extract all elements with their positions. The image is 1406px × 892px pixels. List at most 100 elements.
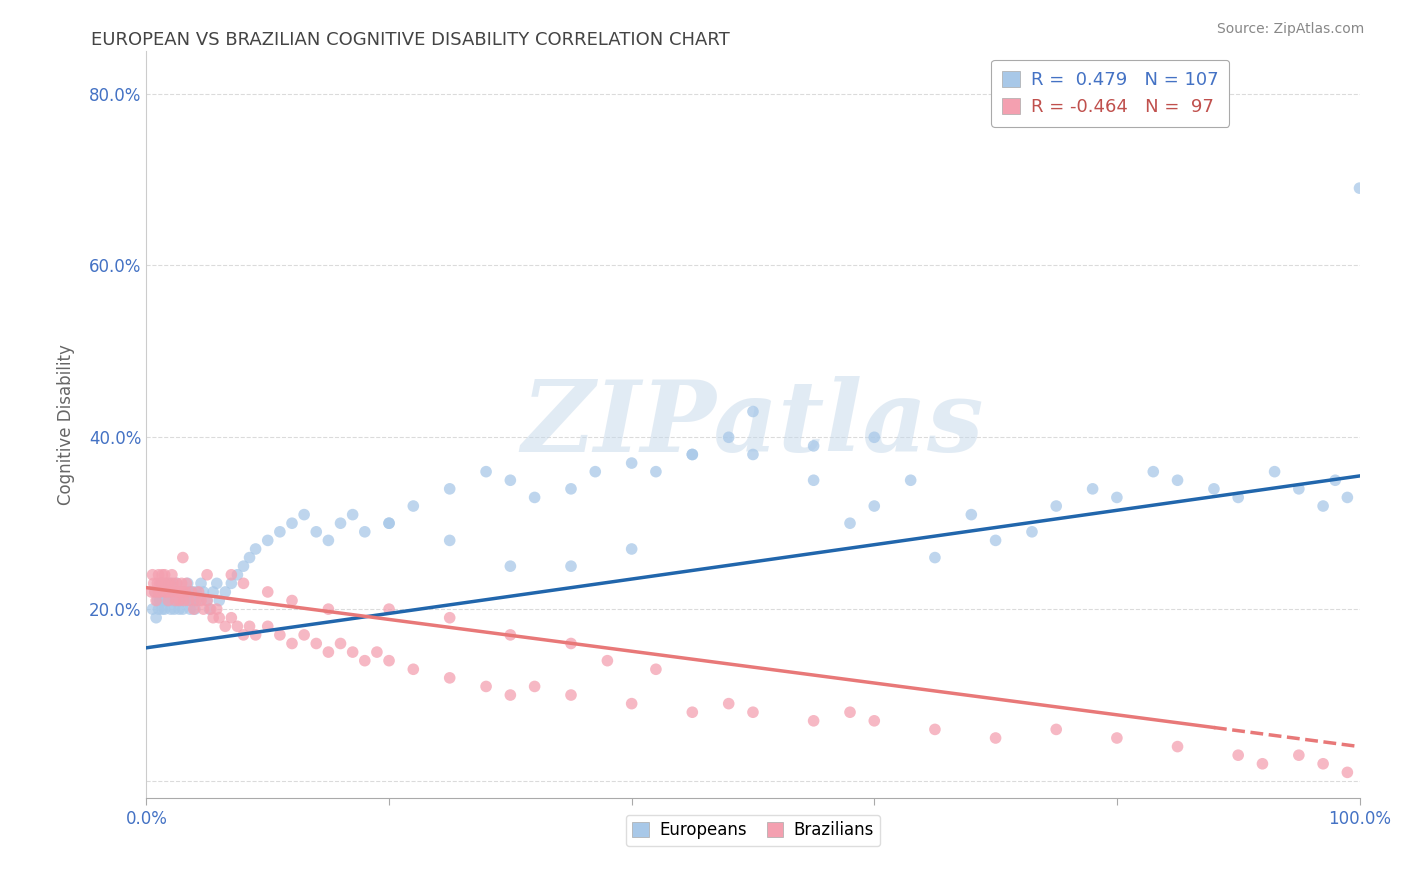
- Point: [402, 662, 425, 676]
- Point: [202, 585, 225, 599]
- Point: [742, 705, 765, 719]
- Point: [195, 593, 218, 607]
- Point: [269, 628, 291, 642]
- Point: [152, 593, 174, 607]
- Point: [256, 619, 278, 633]
- Point: [214, 619, 236, 633]
- Text: Source: ZipAtlas.com: Source: ZipAtlas.com: [1216, 22, 1364, 37]
- Point: [208, 611, 231, 625]
- Point: [184, 602, 207, 616]
- Point: [329, 636, 352, 650]
- Point: [900, 473, 922, 487]
- Point: [560, 636, 582, 650]
- Point: [620, 697, 643, 711]
- Point: [226, 567, 249, 582]
- Point: [281, 516, 304, 531]
- Point: [1105, 491, 1128, 505]
- Point: [863, 430, 886, 444]
- Point: [141, 567, 163, 582]
- Point: [205, 602, 228, 616]
- Point: [159, 585, 181, 599]
- Point: [179, 602, 201, 616]
- Point: [1336, 765, 1358, 780]
- Point: [256, 533, 278, 548]
- Point: [439, 533, 461, 548]
- Point: [159, 585, 181, 599]
- Point: [169, 585, 191, 599]
- Point: [172, 602, 194, 616]
- Point: [1202, 482, 1225, 496]
- Point: [560, 559, 582, 574]
- Point: [523, 680, 546, 694]
- Point: [1251, 756, 1274, 771]
- Point: [560, 482, 582, 496]
- Point: [378, 654, 401, 668]
- Point: [181, 585, 204, 599]
- Text: EUROPEAN VS BRAZILIAN COGNITIVE DISABILITY CORRELATION CHART: EUROPEAN VS BRAZILIAN COGNITIVE DISABILI…: [91, 31, 730, 49]
- Point: [183, 593, 205, 607]
- Point: [839, 705, 862, 719]
- Point: [596, 654, 619, 668]
- Point: [1288, 748, 1310, 763]
- Point: [1081, 482, 1104, 496]
- Point: [153, 567, 176, 582]
- Point: [366, 645, 388, 659]
- Point: [148, 567, 170, 582]
- Point: [1312, 756, 1334, 771]
- Point: [160, 567, 183, 582]
- Point: [180, 593, 202, 607]
- Point: [305, 636, 328, 650]
- Legend: Europeans, Brazilians: Europeans, Brazilians: [626, 814, 880, 846]
- Point: [803, 714, 825, 728]
- Point: [160, 585, 183, 599]
- Point: [984, 533, 1007, 548]
- Point: [499, 628, 522, 642]
- Point: [150, 567, 173, 582]
- Point: [153, 602, 176, 616]
- Point: [174, 585, 197, 599]
- Point: [159, 576, 181, 591]
- Point: [190, 593, 212, 607]
- Point: [200, 602, 222, 616]
- Point: [193, 602, 215, 616]
- Point: [156, 576, 179, 591]
- Point: [149, 593, 172, 607]
- Point: [159, 576, 181, 591]
- Point: [232, 628, 254, 642]
- Point: [439, 482, 461, 496]
- Point: [187, 593, 209, 607]
- Point: [256, 585, 278, 599]
- Point: [153, 585, 176, 599]
- Point: [221, 611, 243, 625]
- Point: [232, 576, 254, 591]
- Point: [176, 576, 198, 591]
- Point: [146, 593, 169, 607]
- Point: [166, 576, 188, 591]
- Point: [169, 593, 191, 607]
- Point: [269, 524, 291, 539]
- Point: [499, 688, 522, 702]
- Point: [145, 611, 167, 625]
- Point: [523, 491, 546, 505]
- Point: [149, 576, 172, 591]
- Point: [1167, 739, 1189, 754]
- Point: [165, 593, 187, 607]
- Point: [157, 593, 180, 607]
- Point: [195, 593, 218, 607]
- Point: [232, 559, 254, 574]
- Point: [475, 465, 498, 479]
- Point: [1227, 748, 1250, 763]
- Point: [245, 628, 267, 642]
- Point: [149, 585, 172, 599]
- Point: [402, 499, 425, 513]
- Point: [681, 705, 703, 719]
- Point: [378, 516, 401, 531]
- Point: [863, 714, 886, 728]
- Point: [193, 585, 215, 599]
- Point: [620, 456, 643, 470]
- Point: [167, 602, 190, 616]
- Point: [238, 619, 260, 633]
- Point: [1045, 723, 1067, 737]
- Point: [170, 576, 193, 591]
- Point: [208, 593, 231, 607]
